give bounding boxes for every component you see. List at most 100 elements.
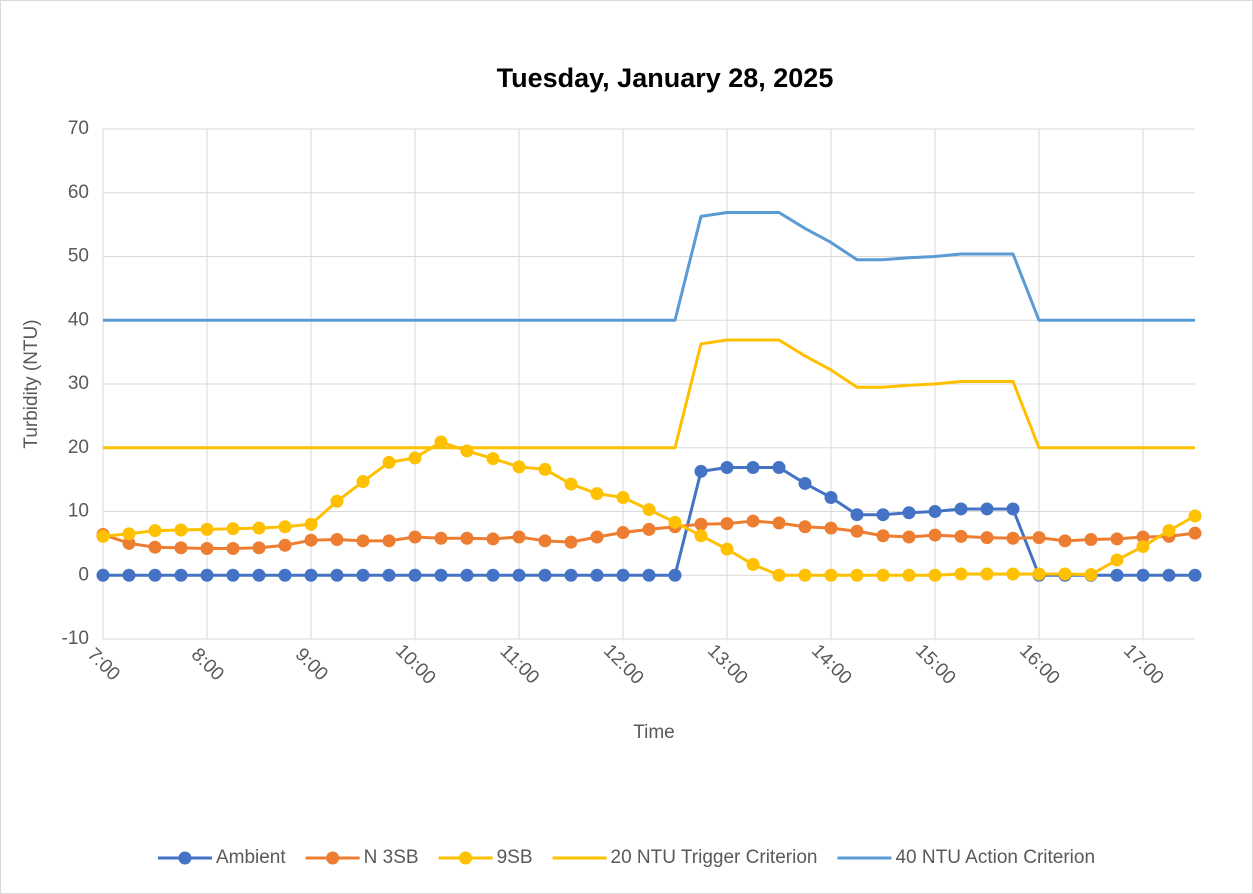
- data-point: [772, 568, 786, 582]
- data-point: [512, 460, 526, 474]
- y-axis-label: Turbidity (NTU): [21, 319, 42, 448]
- y-tick-label: 0: [78, 564, 89, 585]
- legend-marker: [459, 851, 473, 865]
- data-point: [1058, 534, 1072, 548]
- data-point: [434, 531, 448, 545]
- data-point: [902, 530, 916, 544]
- data-point: [356, 568, 370, 582]
- data-point: [954, 529, 968, 543]
- data-point: [538, 534, 552, 548]
- data-point: [694, 464, 708, 478]
- data-point: [564, 568, 578, 582]
- data-point: [148, 568, 162, 582]
- data-point: [382, 455, 396, 469]
- series-line: [103, 211, 1195, 322]
- data-point: [278, 520, 292, 534]
- y-tick-label: -10: [62, 628, 89, 649]
- data-point: [980, 531, 994, 545]
- data-point: [1162, 524, 1176, 538]
- data-point: [850, 508, 864, 522]
- data-point: [148, 524, 162, 538]
- data-point: [1006, 567, 1020, 581]
- legend-label: 9SB: [497, 847, 533, 868]
- data-point: [954, 567, 968, 581]
- data-point: [1188, 509, 1202, 523]
- data-point: [824, 490, 838, 504]
- data-point: [616, 490, 630, 504]
- data-point: [1188, 526, 1202, 540]
- data-point: [746, 557, 760, 571]
- data-point: [824, 521, 838, 535]
- legend-label: 40 NTU Action Criterion: [895, 847, 1095, 868]
- data-point: [278, 538, 292, 552]
- data-point: [980, 502, 994, 516]
- data-point: [122, 568, 136, 582]
- data-point: [304, 533, 318, 547]
- data-point: [382, 534, 396, 548]
- data-point: [356, 534, 370, 548]
- data-point: [1162, 568, 1176, 582]
- data-point: [720, 517, 734, 531]
- data-point: [564, 477, 578, 491]
- data-point: [720, 461, 734, 475]
- data-point: [798, 476, 812, 490]
- data-point: [1136, 540, 1150, 554]
- data-point: [486, 532, 500, 546]
- data-point: [1006, 502, 1020, 516]
- data-point: [538, 462, 552, 476]
- data-point: [746, 461, 760, 475]
- legend-label: N 3SB: [364, 847, 419, 868]
- data-point: [798, 520, 812, 534]
- data-point: [226, 568, 240, 582]
- data-point: [980, 567, 994, 581]
- data-point: [460, 568, 474, 582]
- data-point: [928, 528, 942, 542]
- data-point: [382, 568, 396, 582]
- data-point: [642, 568, 656, 582]
- data-point: [1032, 567, 1046, 581]
- data-point: [252, 521, 266, 535]
- data-point: [772, 516, 786, 530]
- data-point: [876, 508, 890, 522]
- data-point: [1058, 567, 1072, 581]
- legend-label: Ambient: [216, 847, 286, 868]
- data-point: [200, 568, 214, 582]
- data-point: [720, 542, 734, 556]
- data-point: [512, 530, 526, 544]
- data-point: [590, 487, 604, 501]
- chart-title: Tuesday, January 28, 2025: [497, 63, 834, 93]
- data-point: [824, 568, 838, 582]
- data-point: [616, 526, 630, 540]
- data-point: [694, 529, 708, 543]
- data-point: [278, 568, 292, 582]
- data-point: [1136, 530, 1150, 544]
- data-point: [1084, 568, 1098, 582]
- y-tick-label: 40: [68, 309, 89, 330]
- data-point: [174, 568, 188, 582]
- data-point: [954, 502, 968, 516]
- data-point: [772, 461, 786, 475]
- data-point: [590, 530, 604, 544]
- data-point: [330, 494, 344, 508]
- data-point: [96, 568, 110, 582]
- data-point: [746, 514, 760, 528]
- data-point: [668, 568, 682, 582]
- data-point: [1110, 568, 1124, 582]
- data-point: [486, 452, 500, 466]
- y-tick-label: 70: [68, 118, 89, 139]
- data-point: [928, 505, 942, 518]
- data-point: [174, 541, 188, 555]
- data-point: [1188, 568, 1202, 582]
- data-point: [122, 536, 136, 550]
- data-point: [434, 435, 448, 449]
- data-point: [1032, 531, 1046, 545]
- data-point: [1110, 553, 1124, 567]
- x-axis-label: Time: [633, 722, 675, 743]
- data-point: [642, 503, 656, 517]
- data-point: [1006, 531, 1020, 545]
- data-point: [798, 568, 812, 582]
- data-point: [538, 568, 552, 582]
- y-tick-label: 20: [68, 437, 89, 458]
- data-point: [330, 568, 344, 582]
